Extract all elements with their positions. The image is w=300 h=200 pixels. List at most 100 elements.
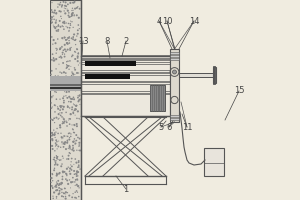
Point [73,39,78,42]
Point [77,95,82,98]
Circle shape [172,70,176,74]
Point [56,172,61,176]
Point [78,149,82,152]
Point [64,172,68,175]
Point [54,159,58,162]
Point [72,109,77,112]
Point [67,41,72,45]
Point [74,125,79,128]
Point [75,81,80,84]
Point [70,54,75,57]
Point [64,94,68,97]
Point [58,114,63,117]
Point [49,107,54,110]
Point [49,134,54,137]
Point [72,109,76,112]
Point [59,165,64,168]
Text: 13: 13 [78,36,88,46]
Bar [213,67,216,83]
Point [49,73,53,76]
Point [50,95,54,98]
Point [67,29,72,32]
Point [59,83,64,86]
Point [75,170,80,173]
Point [61,145,66,148]
Point [52,117,57,120]
Bar [50,87,81,89]
Point [76,159,81,163]
Point [60,175,65,178]
Point [70,86,75,89]
Point [55,155,59,159]
Point [53,145,58,148]
Point [68,24,73,27]
Point [74,175,79,178]
Point [74,105,79,108]
Point [68,117,73,121]
Point [62,90,67,93]
Point [76,100,81,103]
Point [52,58,57,61]
Point [71,140,76,143]
Point [63,12,68,15]
Point [54,29,59,32]
Point [73,107,78,111]
Point [71,75,76,78]
Point [72,1,77,4]
Point [66,182,70,186]
Point [55,182,60,185]
Point [57,159,62,162]
Point [73,82,78,85]
Point [77,98,82,101]
Point [70,14,74,17]
Bar [179,73,214,77]
Point [68,97,73,100]
Point [67,95,72,98]
Point [71,73,76,76]
Point [76,145,81,148]
Point [51,59,56,62]
Point [51,197,56,200]
Point [76,63,81,67]
Point [70,7,75,10]
Point [74,170,79,173]
Point [51,24,56,27]
Point [58,78,62,81]
Point [66,60,70,63]
Point [70,9,74,12]
Point [70,97,75,101]
Point [64,124,69,128]
Point [73,109,77,112]
Point [72,78,77,81]
Point [74,104,79,107]
Point [60,155,65,158]
Point [62,141,67,144]
Point [67,194,72,197]
Point [61,97,65,100]
Point [58,15,63,18]
Point [77,76,82,79]
Point [56,184,61,187]
Point [61,116,66,120]
Point [77,137,82,140]
Point [61,21,65,24]
Point [58,146,63,149]
Text: 2: 2 [123,36,129,46]
Point [67,123,72,126]
Point [53,142,58,145]
Point [52,11,56,14]
Point [49,22,54,25]
Point [50,187,55,190]
Point [67,29,71,33]
Point [59,195,64,198]
Point [69,37,74,40]
Point [70,89,75,92]
Point [73,89,78,92]
Point [59,136,64,139]
Point [60,53,65,56]
Point [76,185,80,188]
Point [50,172,55,175]
Point [76,94,80,97]
Point [68,80,73,83]
Point [64,38,69,42]
